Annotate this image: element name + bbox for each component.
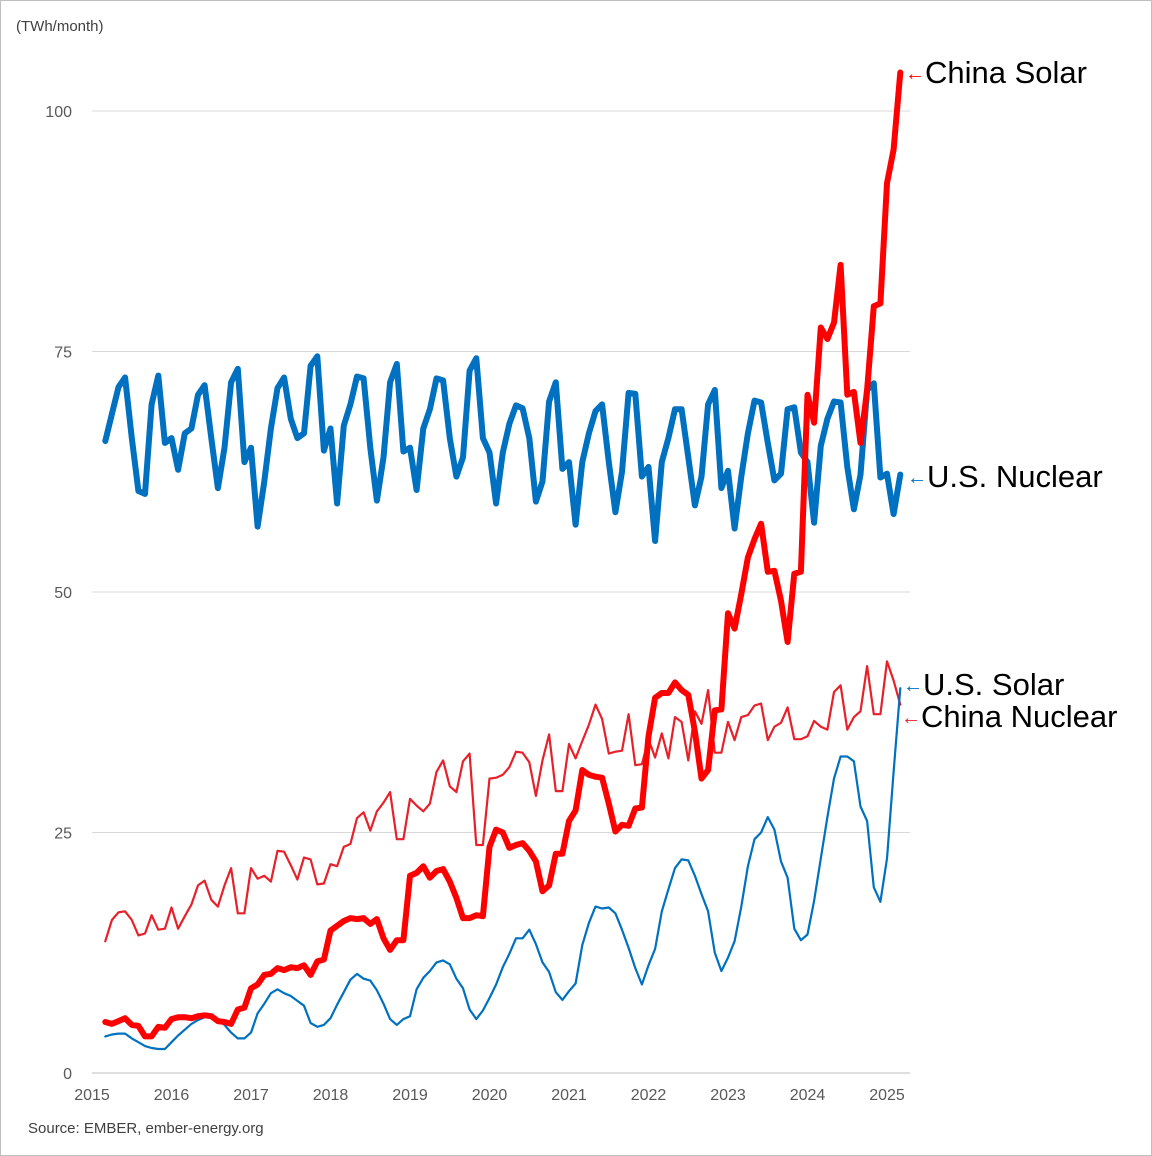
- series-label: China Nuclear: [921, 699, 1117, 734]
- label-arrow-icon: ←: [903, 675, 923, 697]
- gridlines: [92, 110, 910, 1074]
- x-tick-label: 2017: [233, 1087, 269, 1104]
- y-tick-label: 0: [63, 1066, 72, 1083]
- x-axis-ticks: 2015 2016 2017 2018 2019 2020 2021 2022 2023 2024…: [74, 1087, 905, 1104]
- x-tick-label: 2025: [869, 1087, 905, 1104]
- x-tick-label: 2015: [74, 1087, 110, 1104]
- x-tick-label: 2019: [392, 1087, 428, 1104]
- series-label: China Solar: [925, 55, 1087, 90]
- series-line-china-nuclear: [104, 660, 902, 943]
- label-arrow-icon: ←: [901, 707, 921, 729]
- unit-label: (TWh/month): [16, 18, 104, 35]
- x-tick-label: 2016: [154, 1087, 190, 1104]
- series-line-u-s-solar: [104, 687, 902, 1051]
- x-tick-label: 2022: [631, 1087, 667, 1104]
- y-tick-label: 50: [54, 585, 72, 602]
- series-label: U.S. Nuclear: [927, 459, 1103, 494]
- x-tick-label: 2020: [472, 1087, 508, 1104]
- source-note: Source: EMBER, ember-energy.org: [28, 1120, 264, 1137]
- series-line-u-s-nuclear: [102, 353, 904, 544]
- y-axis-ticks: 0 25 50 75 100: [45, 104, 72, 1083]
- y-tick-label: 25: [54, 826, 72, 843]
- label-arrow-icon: ←: [907, 467, 927, 489]
- series-line-china-solar: [102, 69, 904, 1040]
- label-arrow-icon: ←: [905, 63, 925, 85]
- series-labels: ← China Solar← U.S. Nuclear← U.S. Solar← Chi…: [901, 55, 1117, 734]
- y-tick-label: 100: [45, 104, 72, 121]
- series-label: U.S. Solar: [923, 667, 1064, 702]
- x-tick-label: 2021: [551, 1087, 587, 1104]
- series-lines: [102, 69, 904, 1051]
- x-tick-label: 2024: [790, 1087, 826, 1104]
- x-tick-label: 2023: [710, 1087, 746, 1104]
- y-tick-label: 75: [54, 345, 72, 362]
- x-tick-label: 2018: [313, 1087, 349, 1104]
